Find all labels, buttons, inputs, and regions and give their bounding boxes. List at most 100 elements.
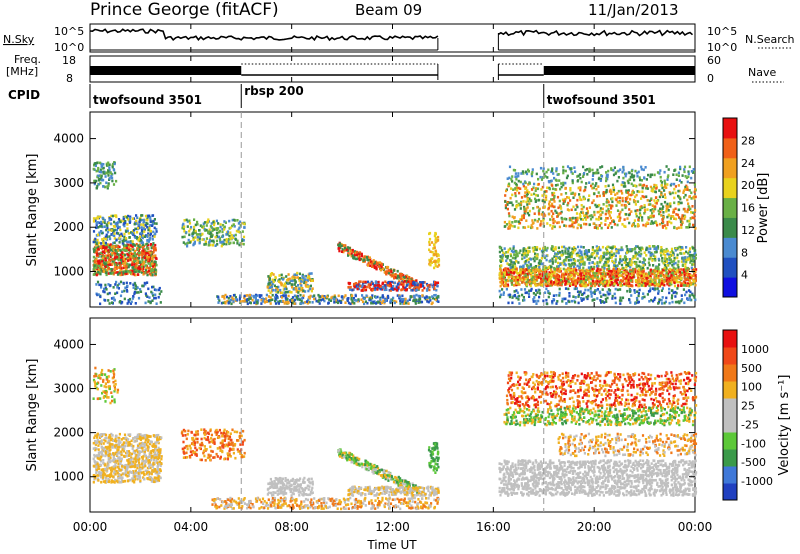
radar-echo <box>291 296 295 299</box>
radar-echo <box>375 266 378 269</box>
radar-echo <box>141 243 145 247</box>
radar-echo <box>299 282 302 285</box>
radar-echo <box>556 280 559 284</box>
radar-echo <box>99 302 102 306</box>
radar-echo <box>532 268 535 272</box>
radar-echo <box>628 270 631 273</box>
radar-echo <box>649 209 652 212</box>
radar-echo <box>609 253 612 256</box>
radar-echo <box>99 220 102 224</box>
radar-echo <box>296 271 299 275</box>
radar-echo <box>249 301 252 305</box>
radar-echo <box>654 276 657 279</box>
radar-echo <box>284 299 288 302</box>
radar-echo <box>677 276 680 280</box>
radar-echo <box>124 260 127 263</box>
radar-echo <box>113 241 116 244</box>
radar-echo <box>526 274 529 278</box>
radar-echo <box>92 240 95 244</box>
radar-echo <box>127 253 130 257</box>
radar-echo <box>96 238 99 242</box>
radar-echo <box>403 302 406 305</box>
radar-echo <box>511 265 514 269</box>
radar-echo <box>105 237 108 241</box>
radar-echo <box>366 258 369 261</box>
radar-echo <box>96 233 100 237</box>
radar-echo <box>620 274 623 277</box>
radar-echo <box>623 282 626 286</box>
radar-echo <box>500 281 503 285</box>
radar-echo <box>591 276 594 279</box>
radar-echo <box>642 284 645 287</box>
radar-echo <box>504 278 507 282</box>
radar-echo <box>598 277 601 281</box>
radar-echo <box>328 298 331 301</box>
radar-echo <box>420 300 424 304</box>
radar-echo <box>600 274 603 278</box>
radar-echo <box>519 265 522 269</box>
radar-echo <box>97 252 100 256</box>
radar-echo <box>504 281 507 285</box>
radar-echo <box>613 223 616 226</box>
radar-echo <box>402 285 405 288</box>
radar-echo <box>286 279 289 282</box>
radar-echo <box>125 249 129 252</box>
radar-echo <box>103 261 106 265</box>
noise-sky-line <box>497 29 694 37</box>
radar-echo <box>346 246 350 249</box>
radar-echo <box>407 302 410 305</box>
radar-echo <box>578 216 581 220</box>
radar-echo <box>573 248 576 252</box>
radar-echo <box>656 272 659 275</box>
radar-echo <box>210 239 213 243</box>
radar-echo <box>300 288 303 292</box>
radar-echo <box>660 271 663 274</box>
radar-echo <box>95 242 98 245</box>
radar-echo <box>586 252 589 255</box>
radar-echo <box>124 237 128 240</box>
radar-echo <box>97 174 100 178</box>
radar-echo <box>605 273 608 277</box>
radar-echo <box>587 249 590 252</box>
radar-echo <box>688 281 691 284</box>
radar-echo <box>132 266 135 269</box>
radar-echo <box>409 282 412 285</box>
radar-echo <box>429 263 432 267</box>
radar-echo <box>348 252 351 256</box>
radar-echo <box>125 238 128 241</box>
radar-echo <box>362 256 365 260</box>
radar-echo <box>102 170 105 174</box>
radar-echo <box>507 248 510 252</box>
radar-echo <box>243 226 246 229</box>
radar-echo <box>96 253 99 256</box>
radar-echo <box>514 194 517 198</box>
noise-right-tick-top: 10^5 <box>707 25 737 38</box>
radar-echo <box>557 261 560 265</box>
radar-echo <box>255 300 259 304</box>
radar-echo <box>614 193 617 196</box>
radar-echo <box>137 296 141 300</box>
radar-echo <box>183 225 186 228</box>
radar-echo <box>544 279 547 282</box>
radar-echo <box>551 204 554 208</box>
radar-echo <box>125 281 128 285</box>
radar-echo <box>688 195 691 199</box>
radar-echo <box>437 261 440 264</box>
radar-echo <box>321 298 324 301</box>
radar-echo <box>501 275 504 278</box>
radar-echo <box>552 212 555 215</box>
radar-echo <box>639 254 642 258</box>
radar-echo <box>408 286 411 289</box>
radar-echo <box>544 248 547 251</box>
radar-echo <box>547 280 550 283</box>
radar-echo <box>185 218 188 222</box>
radar-echo <box>137 244 140 247</box>
radar-echo <box>153 226 156 230</box>
radar-echo <box>423 296 426 300</box>
radar-echo <box>672 251 675 255</box>
radar-echo <box>414 302 417 305</box>
radar-echo <box>595 269 598 273</box>
radar-echo <box>308 300 311 304</box>
radar-echo <box>498 250 501 254</box>
radar-echo <box>125 272 128 276</box>
